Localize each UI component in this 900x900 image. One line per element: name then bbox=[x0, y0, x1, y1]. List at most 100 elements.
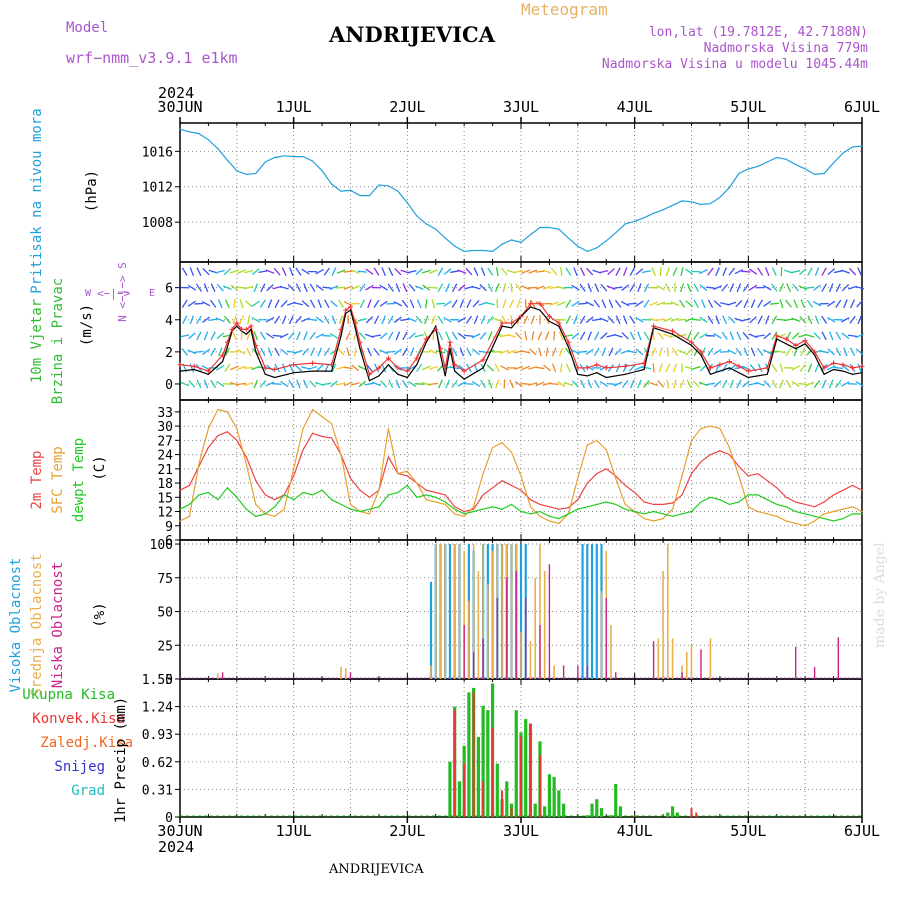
temperature-point bbox=[605, 449, 607, 451]
wind-arrow bbox=[565, 315, 572, 325]
temperature-point bbox=[851, 513, 854, 515]
wind-arrow bbox=[693, 299, 699, 308]
temperature-point bbox=[586, 506, 588, 508]
wind-arrow bbox=[637, 379, 642, 389]
wind-arrow bbox=[515, 332, 523, 340]
wind-arrow bbox=[629, 283, 636, 292]
precip-bar-ukupna-kisa bbox=[614, 784, 618, 817]
wind-arrow bbox=[450, 366, 460, 370]
wind-arrow bbox=[322, 286, 332, 289]
wind-arrow bbox=[528, 269, 538, 274]
wind-arrow bbox=[308, 318, 318, 322]
temperature-point bbox=[776, 503, 778, 506]
wind-arrow bbox=[244, 269, 254, 274]
wind-arrow bbox=[560, 363, 563, 373]
wind-arrow bbox=[750, 299, 756, 309]
wind-arrow bbox=[613, 381, 623, 387]
wind-point bbox=[861, 372, 863, 374]
pressure-point bbox=[340, 190, 342, 192]
temperature-point bbox=[823, 518, 825, 520]
panel-pressure: 1008 1012 1016 bbox=[142, 122, 863, 263]
cloud-bar-niska bbox=[515, 571, 517, 679]
wind-arrow bbox=[785, 331, 792, 341]
wind-arrow bbox=[722, 267, 728, 277]
wind-arrow bbox=[379, 300, 388, 307]
wind-gust-marker bbox=[248, 323, 254, 329]
wind-arrow bbox=[637, 331, 642, 341]
ytick-label: 0 bbox=[165, 811, 173, 826]
wind-arrow bbox=[828, 283, 834, 293]
wind-arrow bbox=[421, 365, 431, 371]
wind-arrow bbox=[593, 299, 601, 308]
wind-arrow bbox=[755, 334, 765, 338]
wind-arrow bbox=[743, 347, 749, 357]
temperature-point bbox=[302, 427, 304, 430]
wind-arrow bbox=[479, 284, 487, 292]
wind-arrow bbox=[358, 380, 367, 388]
wind-arrow bbox=[565, 299, 572, 308]
wind-arrow bbox=[486, 364, 494, 372]
wind-arrow bbox=[244, 300, 253, 308]
temperature-point bbox=[690, 472, 693, 475]
wind-arrow bbox=[281, 267, 287, 276]
wind-point bbox=[624, 373, 626, 375]
cloud-bar-niska bbox=[496, 598, 499, 679]
wind-arrow bbox=[379, 332, 388, 340]
wind-arrow bbox=[835, 299, 842, 308]
wind-arrow bbox=[329, 348, 339, 355]
wind-arrow bbox=[530, 315, 535, 325]
temperature-point bbox=[681, 475, 683, 477]
wind-arrow bbox=[563, 381, 573, 387]
pressure-point bbox=[520, 241, 522, 244]
wind-arrow bbox=[771, 315, 778, 325]
temperature-point bbox=[312, 408, 314, 411]
wind-arrow bbox=[549, 382, 559, 385]
wind-arrow bbox=[223, 268, 232, 276]
temperature-point bbox=[416, 496, 418, 498]
pressure-point bbox=[615, 232, 617, 234]
wind-arrow bbox=[763, 332, 772, 340]
wind-gust-marker bbox=[527, 301, 533, 307]
wind-arrow bbox=[559, 267, 563, 277]
wind-arrow bbox=[856, 299, 864, 308]
ytick-label: 12 bbox=[157, 506, 173, 521]
wind-arrow bbox=[373, 347, 380, 356]
wind-arrow bbox=[771, 379, 777, 389]
wind-arrow bbox=[233, 299, 236, 309]
temperature-point bbox=[709, 496, 712, 498]
wind-arrow bbox=[565, 267, 572, 276]
wind-gust-marker bbox=[698, 349, 704, 355]
wind-arrow bbox=[672, 267, 678, 277]
wind-arrow bbox=[230, 284, 239, 291]
wind-arrow bbox=[471, 333, 481, 339]
wind-arrow bbox=[814, 267, 820, 277]
temperature-point bbox=[491, 487, 494, 489]
pressure-point bbox=[662, 209, 664, 211]
wind-arrow bbox=[180, 381, 190, 387]
pressure-point bbox=[529, 233, 532, 236]
wind-arrow bbox=[565, 347, 572, 356]
temperature-point bbox=[425, 489, 427, 491]
temperature-point bbox=[463, 513, 465, 515]
temperature-point bbox=[681, 494, 683, 496]
pressure-point bbox=[804, 168, 806, 170]
wind-arrow bbox=[408, 283, 416, 292]
precip-bar-ukupna-kisa bbox=[481, 705, 485, 817]
temperature-point bbox=[236, 496, 238, 498]
wind-gust-marker bbox=[262, 365, 268, 371]
wind-arrow bbox=[345, 331, 351, 341]
wind-arrow bbox=[386, 350, 396, 353]
wind-arrow bbox=[691, 366, 701, 370]
wind-arrow bbox=[196, 331, 202, 341]
wind-arrow bbox=[443, 268, 452, 276]
cloud-bar-niska bbox=[349, 672, 352, 679]
wind-gust-marker bbox=[352, 320, 358, 326]
wind-arrow bbox=[416, 347, 422, 357]
temperature-point bbox=[368, 513, 371, 515]
temperature-point bbox=[226, 487, 228, 489]
wind-arrow bbox=[521, 285, 531, 290]
precip-legend-3: Snijeg bbox=[54, 759, 105, 775]
wind-arrow bbox=[181, 347, 189, 356]
temperature-point bbox=[368, 508, 371, 510]
pressure-point bbox=[406, 202, 408, 204]
